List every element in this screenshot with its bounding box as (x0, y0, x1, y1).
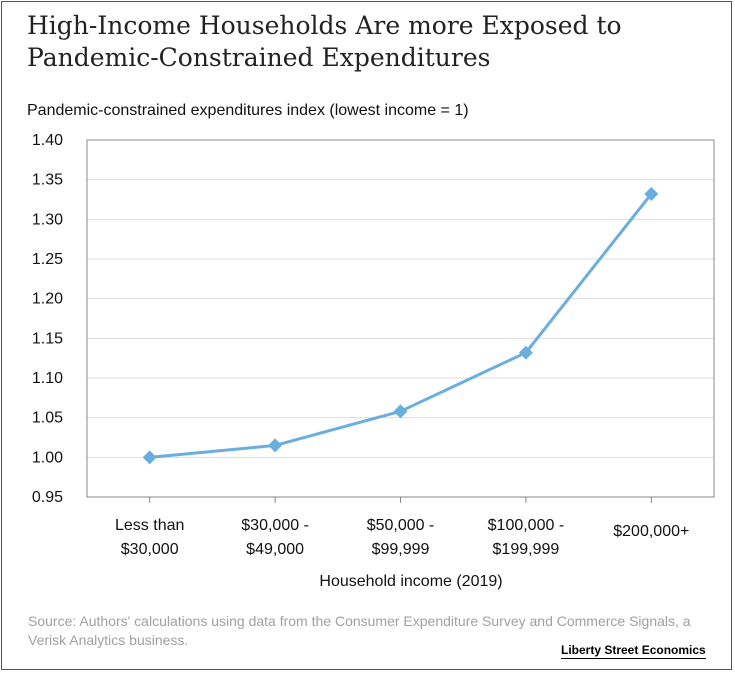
x-tick-label: $200,000+ (613, 523, 689, 540)
data-point-marker (518, 345, 533, 360)
y-tick-label: 1.10 (32, 370, 63, 387)
y-tick-label: 1.30 (32, 211, 63, 228)
y-tick-label: 1.40 (32, 132, 63, 149)
y-tick-label: 0.95 (32, 489, 63, 506)
y-tick-label: 1.05 (32, 410, 63, 427)
brand-label: Liberty Street Economics (561, 643, 706, 659)
y-axis-title: Pandemic-constrained expenditures index … (27, 102, 469, 119)
plot-area (86, 139, 715, 498)
data-point-marker (393, 404, 408, 419)
y-tick-label: 1.20 (32, 291, 63, 308)
x-tick-label: $100,000 -$199,999 (488, 517, 565, 558)
y-tick-label: 1.00 (32, 449, 63, 466)
x-tick-label: $30,000 -$49,000 (241, 517, 309, 558)
chart-title-line-1: High-Income Households Are more Exposed … (27, 11, 622, 40)
y-tick-label: 1.35 (32, 172, 63, 189)
x-axis-title: Household income (2019) (319, 573, 502, 590)
data-point-marker (268, 438, 283, 453)
y-tick-label: 1.25 (32, 251, 63, 268)
x-tick-label: Less than $30,000 (115, 517, 184, 558)
y-tick-label: 1.15 (32, 330, 63, 347)
data-point-marker (644, 186, 659, 201)
chart-title-line-2: Pandemic-Constrained Expenditures (27, 43, 491, 72)
x-tick-label: $50,000 -$99,999 (367, 517, 435, 558)
data-point-marker (142, 450, 157, 465)
chart-title: High-Income Households Are more Exposed … (27, 10, 707, 74)
source-note: Source: Authors' calculations using data… (28, 613, 691, 648)
